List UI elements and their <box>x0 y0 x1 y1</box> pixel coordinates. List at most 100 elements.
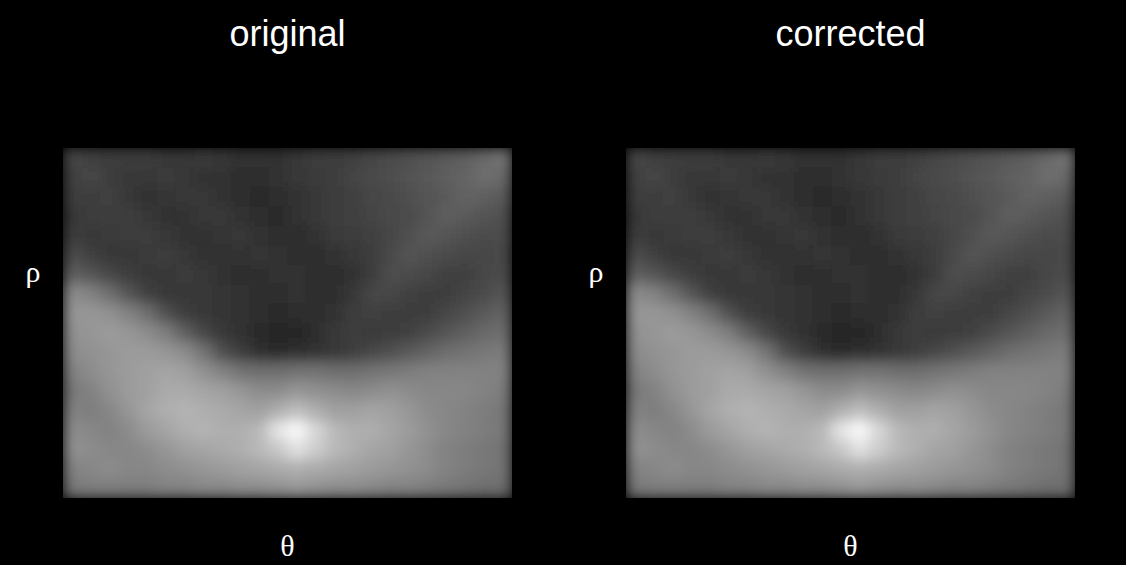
cell <box>269 342 288 362</box>
cell <box>888 479 907 498</box>
cell <box>288 459 307 479</box>
cell <box>888 265 907 285</box>
cell <box>138 206 157 226</box>
cell <box>832 206 851 226</box>
cell <box>1038 206 1057 226</box>
cell <box>794 265 813 285</box>
cell <box>1000 381 1019 401</box>
cell <box>400 284 419 304</box>
cell <box>907 342 926 362</box>
cell <box>738 381 757 401</box>
cell <box>306 362 325 382</box>
cell <box>194 284 213 304</box>
cell <box>944 440 963 460</box>
cell <box>306 226 325 246</box>
cell <box>1019 479 1038 498</box>
axis-title-x: θ <box>280 529 294 562</box>
cell <box>400 342 419 362</box>
cell <box>100 323 119 343</box>
cell <box>794 284 813 304</box>
cell <box>720 148 739 168</box>
cell <box>1019 284 1038 304</box>
cell <box>907 362 926 382</box>
cell <box>907 459 926 479</box>
cell <box>138 284 157 304</box>
cell <box>493 148 512 168</box>
cell <box>82 401 101 421</box>
cell <box>738 148 757 168</box>
cell <box>437 245 456 265</box>
cell <box>925 479 944 498</box>
cell <box>325 245 344 265</box>
cell <box>888 167 907 187</box>
cell <box>362 381 381 401</box>
cell <box>157 187 176 207</box>
cell <box>776 245 795 265</box>
cell <box>194 440 213 460</box>
cell <box>1038 226 1057 246</box>
cell <box>100 167 119 187</box>
cell <box>832 167 851 187</box>
cell <box>437 206 456 226</box>
cell <box>381 401 400 421</box>
cell <box>701 245 720 265</box>
cell <box>720 167 739 187</box>
cell <box>493 245 512 265</box>
cell <box>175 420 194 440</box>
cell <box>963 459 982 479</box>
cell <box>663 362 682 382</box>
cell <box>963 245 982 265</box>
cell <box>963 148 982 168</box>
cell <box>269 206 288 226</box>
cell <box>213 265 232 285</box>
cell <box>288 304 307 324</box>
cell <box>794 304 813 324</box>
cell <box>869 362 888 382</box>
cell <box>194 381 213 401</box>
cell <box>869 342 888 362</box>
cell <box>794 479 813 498</box>
cell <box>907 381 926 401</box>
cell <box>362 401 381 421</box>
cell <box>362 167 381 187</box>
cell <box>663 284 682 304</box>
cell <box>794 381 813 401</box>
cell <box>400 304 419 324</box>
cell <box>437 459 456 479</box>
cell <box>981 440 1000 460</box>
cell <box>981 381 1000 401</box>
cell <box>851 323 870 343</box>
cell <box>194 362 213 382</box>
cell <box>682 245 701 265</box>
cell <box>231 206 250 226</box>
cell <box>157 362 176 382</box>
panel-title: original <box>229 13 345 54</box>
cell <box>456 245 475 265</box>
cell <box>888 459 907 479</box>
cell <box>1038 284 1057 304</box>
cell <box>344 323 363 343</box>
cell <box>645 245 664 265</box>
cell <box>626 342 645 362</box>
cell <box>418 401 437 421</box>
cell <box>832 479 851 498</box>
cell <box>1000 167 1019 187</box>
cell <box>400 381 419 401</box>
cell <box>194 479 213 498</box>
cell <box>1000 206 1019 226</box>
cell <box>344 479 363 498</box>
cell <box>138 245 157 265</box>
cell <box>418 304 437 324</box>
cell <box>437 265 456 285</box>
cell <box>1038 381 1057 401</box>
cell <box>344 362 363 382</box>
cell <box>418 440 437 460</box>
cell <box>757 323 776 343</box>
cell <box>832 362 851 382</box>
cell <box>157 401 176 421</box>
cell <box>493 187 512 207</box>
cell <box>231 304 250 324</box>
cell <box>194 323 213 343</box>
cell <box>869 265 888 285</box>
cell <box>851 245 870 265</box>
